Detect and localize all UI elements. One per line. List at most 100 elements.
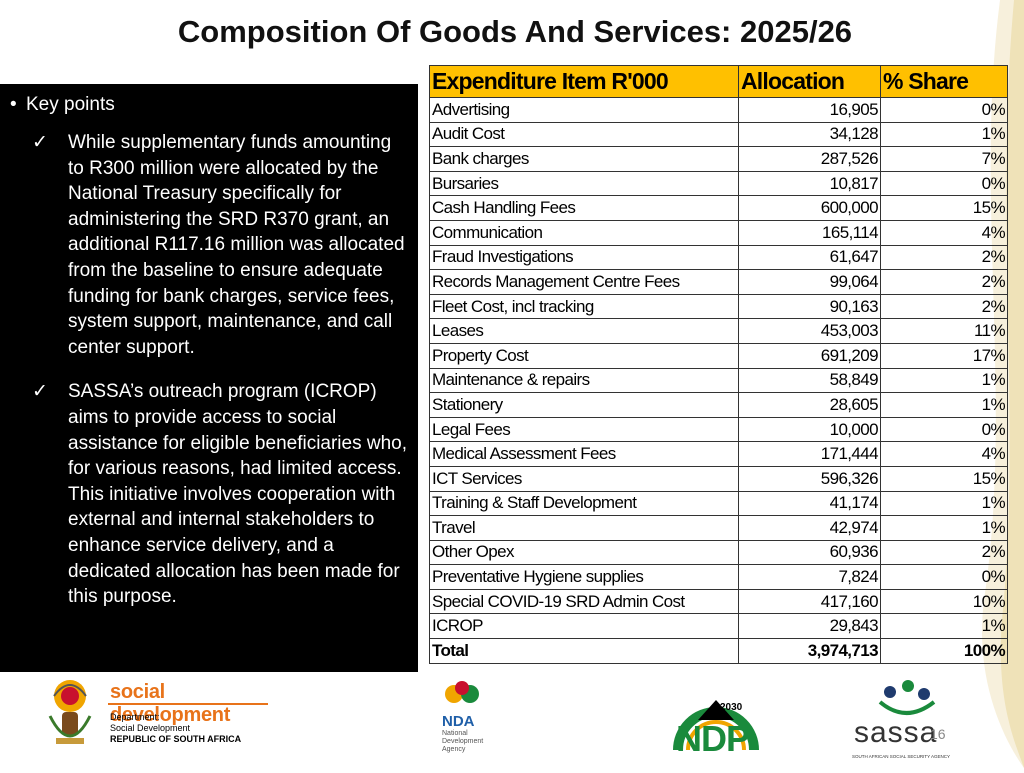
table-row: Property Cost 691,209 17% bbox=[429, 342, 1008, 369]
sassa-logo-name: sassa bbox=[854, 716, 938, 749]
sassa-emblem-icon bbox=[878, 680, 936, 715]
coat-of-arms-icon bbox=[48, 680, 268, 744]
total-label: Total bbox=[429, 638, 739, 664]
cell-expenditure-item: Cash Handling Fees bbox=[429, 195, 739, 221]
ndp-logo-year: 2030 bbox=[720, 702, 743, 713]
cell-share: 11% bbox=[880, 318, 1008, 344]
sd-logo-line3: REPUBLIC OF SOUTH AFRICA bbox=[110, 734, 242, 744]
cell-expenditure-item: Audit Cost bbox=[429, 121, 739, 148]
cell-share: 4% bbox=[880, 441, 1008, 467]
cell-allocation: 691,209 bbox=[738, 342, 881, 369]
nda-logo-line1: National bbox=[442, 730, 468, 737]
table-body: Advertising 16,905 0% Audit Cost 34,128 1% Ban… bbox=[429, 97, 1008, 664]
cell-allocation: 42,974 bbox=[738, 515, 881, 541]
nda-logo-line3: Agency bbox=[442, 746, 466, 753]
table-row: Bank charges 287,526 7% bbox=[429, 146, 1008, 172]
key-point-item: ✓ While supplementary funds amounting to… bbox=[10, 130, 408, 360]
table-row: Audit Cost 34,128 1% bbox=[429, 121, 1008, 148]
table-row: Fraud Investigations 61,647 2% bbox=[429, 244, 1008, 271]
sassa-logo: sassa SOUTH AFRICAN SOCIAL SECURITY AGEN… bbox=[850, 676, 970, 768]
cell-allocation: 99,064 bbox=[738, 269, 881, 295]
cell-expenditure-item: ICROP bbox=[429, 613, 739, 640]
cell-share: 1% bbox=[880, 613, 1008, 640]
key-point-text: SASSA’s outreach program (ICROP) aims to… bbox=[68, 381, 408, 608]
table-row: Bursaries 10,817 0% bbox=[429, 170, 1008, 197]
cell-expenditure-item: Advertising bbox=[429, 97, 739, 123]
cell-expenditure-item: ICT Services bbox=[429, 465, 739, 492]
table-row: Cash Handling Fees 600,000 15% bbox=[429, 195, 1008, 221]
cell-share: 1% bbox=[880, 515, 1008, 541]
cell-share: 2% bbox=[880, 269, 1008, 295]
ndp-emblem-icon bbox=[673, 700, 759, 751]
cell-expenditure-item: Training & Staff Development bbox=[429, 490, 739, 517]
cell-allocation: 600,000 bbox=[738, 195, 881, 221]
key-points-heading: • Key points bbox=[10, 93, 408, 117]
cell-share: 1% bbox=[880, 121, 1008, 148]
total-allocation: 3,974,713 bbox=[738, 638, 881, 664]
key-point-text: While supplementary funds amounting to R… bbox=[68, 132, 405, 358]
ndp-logo: 2030 NDP bbox=[668, 680, 764, 768]
cell-allocation: 417,160 bbox=[738, 588, 881, 615]
key-points-heading-text: Key points bbox=[26, 94, 115, 115]
header-allocation: Allocation bbox=[738, 65, 881, 98]
page-title: Composition Of Goods And Services: 2025/… bbox=[177, 14, 853, 49]
cell-share: 17% bbox=[880, 342, 1008, 369]
table-row: ICROP 29,843 1% bbox=[429, 613, 1008, 640]
cell-allocation: 28,605 bbox=[738, 392, 881, 418]
cell-expenditure-item: Maintenance & repairs bbox=[429, 367, 739, 394]
sd-logo-name: social development bbox=[110, 681, 231, 726]
cell-allocation: 61,647 bbox=[738, 244, 881, 271]
table-row: Training & Staff Development 41,174 1% bbox=[429, 490, 1008, 517]
nda-logo-line2: Development bbox=[442, 738, 484, 745]
cell-expenditure-item: Preventative Hygiene supplies bbox=[429, 564, 739, 590]
header-share: % Share bbox=[880, 65, 1008, 98]
cell-allocation: 453,003 bbox=[738, 318, 881, 344]
nda-logo-name: NDA bbox=[442, 713, 475, 730]
cell-expenditure-item: Travel bbox=[429, 515, 739, 541]
table-row: Communication 165,114 4% bbox=[429, 219, 1008, 246]
table-row: Preventative Hygiene supplies 7,824 0% bbox=[429, 564, 1008, 590]
cell-allocation: 287,526 bbox=[738, 146, 881, 172]
cell-share: 15% bbox=[880, 195, 1008, 221]
cell-expenditure-item: Medical Assessment Fees bbox=[429, 441, 739, 467]
cell-share: 2% bbox=[880, 293, 1008, 320]
total-share: 100% bbox=[880, 638, 1008, 664]
expenditure-table: Expenditure Item R'000 Allocation % Shar… bbox=[429, 65, 1008, 664]
page-number: 16 bbox=[930, 726, 946, 742]
cell-allocation: 7,824 bbox=[738, 564, 881, 590]
cell-allocation: 58,849 bbox=[738, 367, 881, 394]
sassa-logo-tagline: SOUTH AFRICAN SOCIAL SECURITY AGENCY bbox=[852, 754, 951, 759]
table-header-row: Expenditure Item R'000 Allocation % Shar… bbox=[429, 65, 1008, 98]
cell-share: 15% bbox=[880, 465, 1008, 492]
cell-allocation: 41,174 bbox=[738, 490, 881, 517]
cell-share: 1% bbox=[880, 392, 1008, 418]
cell-expenditure-item: Leases bbox=[429, 318, 739, 344]
cell-allocation: 165,114 bbox=[738, 219, 881, 246]
nda-logo: NDA National Development Agency bbox=[434, 680, 504, 768]
cell-expenditure-item: Stationery bbox=[429, 392, 739, 418]
cell-share: 10% bbox=[880, 588, 1008, 615]
table-total-row: Total 3,974,713 100% bbox=[429, 638, 1008, 664]
cell-expenditure-item: Property Cost bbox=[429, 342, 739, 369]
cell-allocation: 10,817 bbox=[738, 170, 881, 197]
cell-allocation: 29,843 bbox=[738, 613, 881, 640]
table-row: ICT Services 596,326 15% bbox=[429, 465, 1008, 492]
table-row: Travel 42,974 1% bbox=[429, 515, 1008, 541]
cell-share: 7% bbox=[880, 146, 1008, 172]
bullet-icon: • bbox=[10, 94, 17, 115]
cell-allocation: 16,905 bbox=[738, 97, 881, 123]
cell-allocation: 596,326 bbox=[738, 465, 881, 492]
cell-allocation: 171,444 bbox=[738, 441, 881, 467]
cell-allocation: 60,936 bbox=[738, 539, 881, 566]
table-row: Legal Fees 10,000 0% bbox=[429, 416, 1008, 443]
cell-share: 4% bbox=[880, 219, 1008, 246]
cell-share: 1% bbox=[880, 367, 1008, 394]
key-points-panel: • Key points ✓ While supplementary funds … bbox=[0, 84, 418, 672]
nda-hands-icon bbox=[445, 681, 479, 703]
cell-expenditure-item: Communication bbox=[429, 219, 739, 246]
checkmark-icon: ✓ bbox=[32, 132, 48, 153]
checkmark-icon: ✓ bbox=[32, 381, 48, 403]
cell-expenditure-item: Bursaries bbox=[429, 170, 739, 197]
table-row: Maintenance & repairs 58,849 1% bbox=[429, 367, 1008, 394]
cell-expenditure-item: Special COVID-19 SRD Admin Cost bbox=[429, 588, 739, 615]
